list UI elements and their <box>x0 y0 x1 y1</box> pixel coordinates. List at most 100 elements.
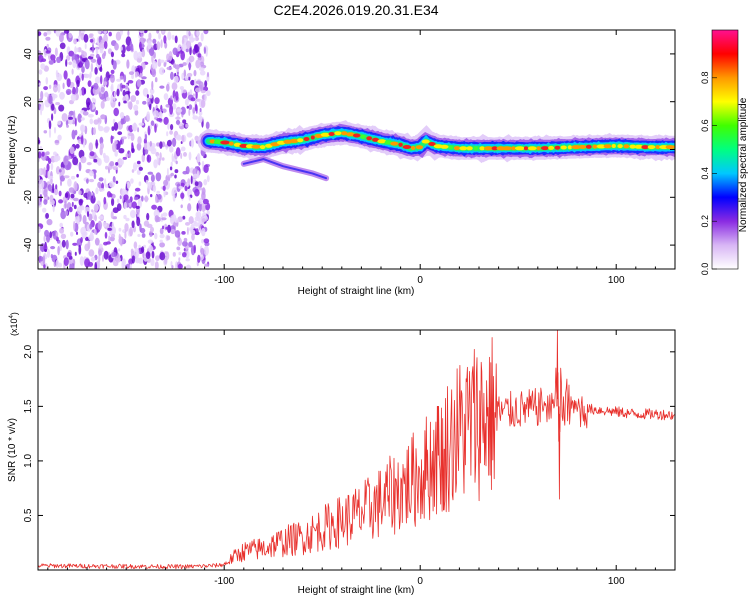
noise-speck <box>131 123 138 132</box>
noise-speck <box>64 210 69 216</box>
noise-speck <box>135 205 140 209</box>
noise-speck <box>206 175 210 183</box>
noise-speck <box>134 109 139 116</box>
noise-speck <box>95 53 100 59</box>
noise-speck <box>154 261 159 269</box>
noise-speck <box>50 162 54 171</box>
noise-speck <box>176 246 181 251</box>
noise-speck <box>166 131 169 137</box>
ridge-hotspot <box>641 145 649 150</box>
noise-speck <box>169 166 173 171</box>
ridge-hotspot <box>571 145 582 150</box>
snr-y-tick-label: 1.5 <box>23 399 34 413</box>
noise-speck <box>47 158 52 164</box>
noise-speck <box>163 62 167 67</box>
ridge-hotspot <box>372 137 379 142</box>
noise-speck <box>174 35 178 44</box>
noise-speck <box>116 88 120 97</box>
noise-speck <box>147 171 154 175</box>
noise-speck <box>176 108 183 113</box>
noise-speck <box>72 156 79 166</box>
noise-speck <box>47 184 53 192</box>
noise-speck <box>93 119 99 125</box>
noise-speck <box>81 66 85 73</box>
noise-speck <box>154 77 158 83</box>
noise-speck <box>119 82 123 92</box>
noise-speck <box>61 208 65 213</box>
noise-speck <box>192 107 196 114</box>
ridge-hotspot <box>665 145 675 150</box>
noise-speck <box>161 217 167 221</box>
noise-speck <box>100 142 104 150</box>
noise-speck <box>110 51 114 58</box>
noise-speck <box>104 231 108 239</box>
noise-speck <box>151 204 158 210</box>
noise-speck <box>146 94 149 99</box>
noise-speck <box>203 238 210 244</box>
noise-speck <box>131 73 135 80</box>
noise-speck <box>158 67 165 75</box>
noise-speck <box>43 189 48 198</box>
noise-speck <box>95 187 99 195</box>
noise-speck <box>78 30 82 37</box>
noise-speck <box>79 124 86 133</box>
ridge-hotspot <box>541 146 549 151</box>
noise-speck <box>90 58 97 63</box>
noise-speck <box>133 104 139 112</box>
noise-speck <box>62 82 65 90</box>
noise-speck <box>159 242 166 248</box>
noise-speck <box>130 209 136 219</box>
noise-speck <box>46 218 53 226</box>
noise-speck <box>167 122 170 130</box>
noise-speck <box>162 185 166 191</box>
noise-speck <box>66 78 71 88</box>
noise-speck <box>136 160 141 165</box>
noise-speck <box>203 245 209 256</box>
noise-speck <box>127 30 130 37</box>
noise-speck <box>175 134 182 141</box>
noise-speck <box>196 30 200 37</box>
noise-speck <box>135 71 140 77</box>
noise-speck <box>189 89 193 96</box>
ridge-hotspot <box>611 144 616 148</box>
noise-speck <box>53 127 57 134</box>
noise-speck <box>110 233 116 238</box>
noise-speck <box>149 124 153 130</box>
noise-speck <box>94 76 101 84</box>
noise-speck <box>54 140 60 144</box>
spectrogram-y-tick-label: 20 <box>23 96 34 108</box>
snr-frame <box>37 329 676 571</box>
noise-speck <box>161 157 165 161</box>
chart-title: C2E4.2026.019.20.31.E34 <box>273 2 438 18</box>
noise-speck <box>38 226 41 233</box>
noise-speck <box>131 201 137 209</box>
noise-speck <box>44 92 49 98</box>
noise-speck <box>41 58 47 62</box>
noise-speck <box>77 113 82 123</box>
noise-speck <box>68 116 73 120</box>
noise-speck <box>112 176 116 183</box>
snr-y-label: SNR (10 * v/v) <box>7 418 18 482</box>
noise-speck <box>73 197 79 202</box>
spectrogram-y-label: Frequency (Hz) <box>7 116 18 185</box>
noise-speck <box>188 108 191 116</box>
spectrogram-y-tick-label: 40 <box>23 48 34 60</box>
noise-speck <box>195 211 202 219</box>
ridge-hotspot <box>514 146 525 151</box>
noise-speck <box>126 59 130 69</box>
noise-speck <box>153 51 156 59</box>
noise-speck <box>121 259 125 269</box>
noise-speck <box>188 151 192 161</box>
ridge-hotspot <box>491 146 498 151</box>
noise-speck <box>176 71 179 76</box>
noise-speck <box>48 128 52 139</box>
noise-speck <box>135 90 140 96</box>
ridge-hotspot <box>554 145 561 150</box>
noise-speck <box>201 202 206 213</box>
noise-speck <box>166 139 172 147</box>
noise-speck <box>186 72 193 78</box>
noise-speck <box>149 47 155 57</box>
noise-speck <box>144 149 149 155</box>
noise-speck <box>181 231 186 235</box>
noise-speck <box>81 51 87 59</box>
